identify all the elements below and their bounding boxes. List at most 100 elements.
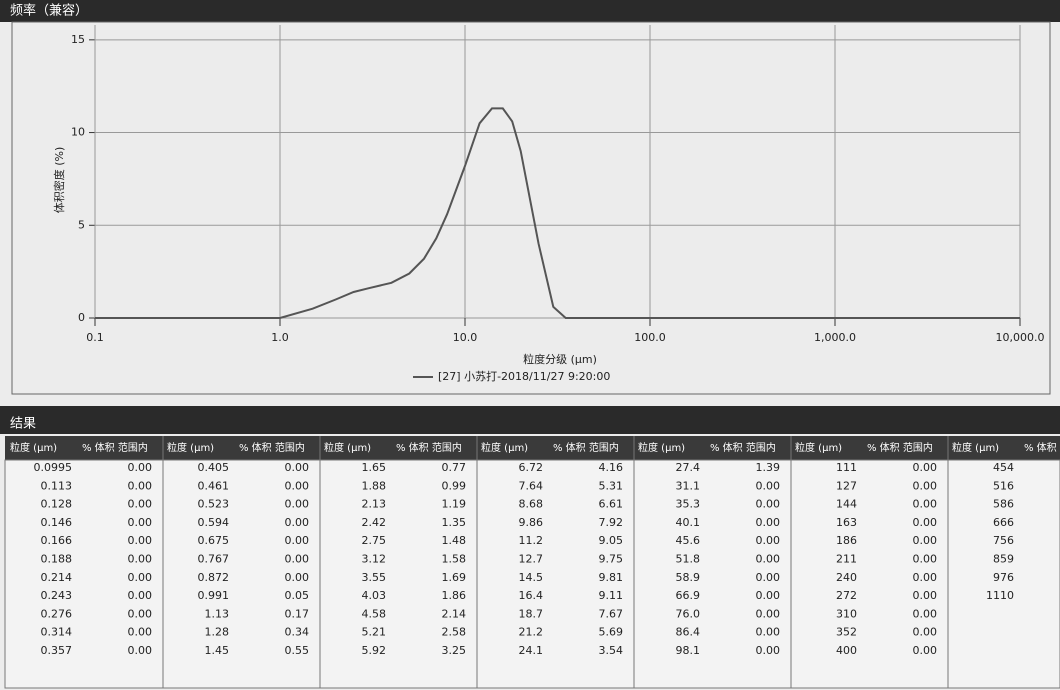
- size-cell: 0.214: [41, 571, 73, 584]
- value-cell: 0.00: [128, 571, 153, 584]
- y-tick-label: 15: [71, 33, 85, 46]
- size-cell: 0.276: [41, 607, 73, 620]
- x-tick-label: 10.0: [453, 331, 478, 344]
- value-cell: 1.39: [756, 461, 781, 474]
- value-cell: 3.25: [442, 644, 467, 657]
- x-tick-label: 100.0: [634, 331, 666, 344]
- size-cell: 0.523: [198, 498, 230, 511]
- value-cell: 0.00: [128, 626, 153, 639]
- size-cell: 1.45: [205, 644, 230, 657]
- col-header: 粒度 (μm): [324, 441, 371, 454]
- size-cell: 0.405: [198, 461, 230, 474]
- value-cell: 0.00: [913, 571, 938, 584]
- size-cell: 400: [836, 644, 857, 657]
- value-cell: 7.92: [599, 516, 624, 529]
- col-header: % 体积 范围内: [553, 441, 619, 454]
- size-cell: 18.7: [519, 607, 544, 620]
- x-tick-label: 1,000.0: [814, 331, 856, 344]
- size-cell: 58.9: [676, 571, 701, 584]
- value-cell: 0.00: [913, 644, 938, 657]
- y-tick-label: 10: [71, 126, 85, 139]
- size-cell: 0.357: [41, 644, 73, 657]
- size-cell: 76.0: [676, 607, 701, 620]
- size-cell: 16.4: [519, 589, 544, 602]
- size-cell: 35.3: [676, 498, 701, 511]
- value-cell: 0.00: [756, 607, 781, 620]
- size-cell: 5.21: [362, 626, 387, 639]
- value-cell: 5.31: [599, 479, 624, 492]
- value-cell: 0.17: [285, 607, 310, 620]
- x-tick-label: 10,000.0: [996, 331, 1045, 344]
- size-cell: 40.1: [676, 516, 701, 529]
- size-cell: 0.146: [41, 516, 73, 529]
- value-cell: 6.61: [599, 498, 624, 511]
- value-cell: 0.00: [128, 479, 153, 492]
- size-cell: 352: [836, 626, 857, 639]
- size-cell: 859: [993, 553, 1014, 566]
- size-cell: 21.2: [519, 626, 544, 639]
- size-cell: 666: [993, 516, 1014, 529]
- size-cell: 186: [836, 534, 857, 547]
- value-cell: 0.00: [913, 461, 938, 474]
- size-cell: 1.28: [205, 626, 230, 639]
- value-cell: 0.00: [756, 589, 781, 602]
- col-header: 粒度 (μm): [638, 441, 685, 454]
- value-cell: 9.81: [599, 571, 624, 584]
- value-cell: 1.86: [442, 589, 467, 602]
- size-cell: 66.9: [676, 589, 701, 602]
- value-cell: 0.00: [913, 479, 938, 492]
- value-cell: 2.14: [442, 607, 467, 620]
- size-cell: 454: [993, 461, 1014, 474]
- value-cell: 0.00: [128, 498, 153, 511]
- size-cell: 3.12: [362, 553, 387, 566]
- size-cell: 0.166: [41, 534, 73, 547]
- value-cell: 0.00: [128, 461, 153, 474]
- value-cell: 0.00: [913, 626, 938, 639]
- value-cell: 0.00: [128, 589, 153, 602]
- size-cell: 0.188: [41, 553, 73, 566]
- size-cell: 1110: [986, 589, 1014, 602]
- value-cell: 0.00: [756, 534, 781, 547]
- size-cell: 0.461: [198, 479, 230, 492]
- value-cell: 9.11: [599, 589, 624, 602]
- size-cell: 27.4: [676, 461, 701, 474]
- size-cell: 24.1: [519, 644, 544, 657]
- col-header: 粒度 (μm): [481, 441, 528, 454]
- value-cell: 5.69: [599, 626, 624, 639]
- size-cell: 211: [836, 553, 857, 566]
- value-cell: 0.55: [285, 644, 310, 657]
- size-cell: 0.128: [41, 498, 73, 511]
- value-cell: 0.00: [285, 516, 310, 529]
- size-cell: 111: [836, 461, 857, 474]
- value-cell: 0.00: [756, 644, 781, 657]
- size-cell: 976: [993, 571, 1014, 584]
- size-cell: 0.594: [198, 516, 230, 529]
- value-cell: 0.00: [285, 461, 310, 474]
- value-cell: 0.34: [285, 626, 310, 639]
- value-cell: 0.99: [442, 479, 467, 492]
- size-cell: 0.243: [41, 589, 73, 602]
- size-cell: 51.8: [676, 553, 701, 566]
- value-cell: 4.16: [599, 461, 624, 474]
- size-cell: 3.55: [362, 571, 387, 584]
- value-cell: 0.00: [285, 553, 310, 566]
- size-cell: 2.13: [362, 498, 387, 511]
- col-header: % 体积 范围内: [710, 441, 776, 454]
- size-cell: 98.1: [676, 644, 701, 657]
- x-tick-label: 0.1: [86, 331, 104, 344]
- value-cell: 0.00: [285, 534, 310, 547]
- size-cell: 127: [836, 479, 857, 492]
- data-line: [95, 107, 1020, 319]
- value-cell: 7.67: [599, 607, 624, 620]
- header-title: 频率（兼容）: [10, 3, 88, 19]
- header-bar: [0, 0, 1060, 22]
- size-cell: 0.675: [198, 534, 230, 547]
- col-header: % 体积 范围内: [1024, 441, 1060, 454]
- col-header: 粒度 (μm): [167, 441, 214, 454]
- value-cell: 0.00: [913, 589, 938, 602]
- x-axis-label: 粒度分级 (μm): [523, 352, 597, 366]
- col-header: % 体积 范围内: [239, 441, 305, 454]
- value-cell: 3.54: [599, 644, 624, 657]
- value-cell: 0.00: [756, 516, 781, 529]
- size-cell: 163: [836, 516, 857, 529]
